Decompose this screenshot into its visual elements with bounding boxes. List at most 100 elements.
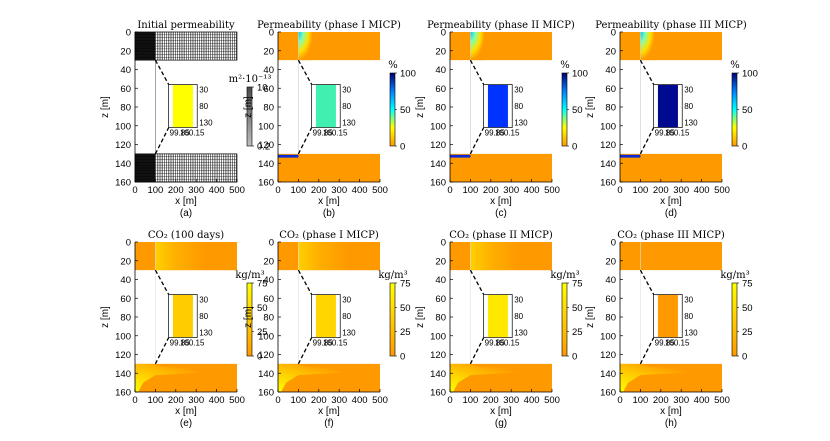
x-tick-label: 400 — [209, 185, 225, 196]
y-tick-label: 0 — [611, 28, 616, 39]
y-tick-label: 140 — [115, 159, 131, 170]
y-tick-label: 60 — [120, 84, 131, 95]
x-tick-label: 200 — [653, 395, 669, 406]
panel-caption: (e) — [180, 418, 192, 429]
micp-plume — [640, 32, 655, 61]
upper-aquifer — [450, 32, 552, 61]
inset-fill — [487, 85, 508, 128]
y-axis-label: z [m] — [100, 306, 111, 328]
y-tick-label: 20 — [263, 46, 274, 57]
x-tick-label: 100 — [462, 185, 478, 196]
x-tick-label: 400 — [209, 395, 225, 406]
y-tick-label: 140 — [115, 369, 131, 380]
colorbar-tick-label: 0 — [400, 142, 405, 153]
x-tick-label: 200 — [168, 185, 184, 196]
co2-plume-lower — [278, 363, 380, 392]
inset-z-tick: 30 — [684, 86, 693, 95]
inset-fill — [657, 85, 678, 128]
y-tick-label: 160 — [430, 388, 446, 399]
y-tick-label: 0 — [441, 238, 446, 249]
x-tick-label: 500 — [544, 395, 560, 406]
y-tick-label: 40 — [120, 275, 131, 286]
colorbar-tick-label: 25 — [572, 327, 583, 338]
zoom-connector-top — [297, 269, 313, 295]
y-tick-label: 140 — [258, 159, 274, 170]
inset-z-tick: 30 — [199, 296, 208, 305]
panel-caption: (f) — [324, 418, 333, 429]
permeability-field — [278, 32, 380, 182]
zoom-connector-top — [154, 269, 170, 295]
colorbar-tick-label: 10 — [257, 83, 268, 94]
colorbar-tick-label: 50 — [400, 303, 411, 314]
y-tick-label: 100 — [115, 331, 131, 342]
y-axis-label: z [m] — [243, 96, 254, 118]
y-tick-label: 80 — [435, 313, 446, 324]
micp-plume — [298, 32, 313, 61]
inset-fill — [315, 85, 336, 128]
y-tick-label: 100 — [430, 331, 446, 342]
y-tick-label: 0 — [441, 28, 446, 39]
x-tick-label: 500 — [229, 395, 245, 406]
inset-z-tick: 80 — [514, 102, 523, 111]
inset-x-tick: 99.85 — [655, 339, 676, 348]
y-tick-label: 0 — [611, 238, 616, 249]
y-tick-label: 40 — [435, 275, 446, 286]
x-tick-label: 100 — [147, 185, 163, 196]
inset-z-tick: 130 — [199, 329, 213, 338]
y-tick-label: 40 — [263, 275, 274, 286]
y-tick-label: 160 — [600, 178, 616, 189]
x-tick-label: 200 — [311, 185, 327, 196]
x-tick-label: 300 — [331, 395, 347, 406]
zoom-connector-top — [154, 59, 170, 85]
inset-x-tick: 99.85 — [313, 129, 334, 138]
y-tick-label: 120 — [115, 350, 131, 361]
x-tick-label: 500 — [372, 395, 388, 406]
upper-aquifer — [620, 242, 722, 271]
y-tick-label: 60 — [605, 294, 616, 305]
colorbar: 75 50 25 0 kg/m³ — [720, 270, 752, 363]
panel-title: CO₂ (100 days) — [148, 230, 224, 241]
y-tick-label: 60 — [435, 84, 446, 95]
colorbar-tick-label: 25 — [257, 327, 268, 338]
colorbar-bar — [246, 86, 253, 147]
colorbar-tick-label: 75 — [572, 279, 583, 290]
y-tick-label: 0 — [269, 28, 274, 39]
inset-x-tick: 100.15 — [180, 339, 205, 348]
y-tick-label: 120 — [115, 140, 131, 151]
colorbar-bar — [561, 282, 568, 357]
inset-x-tick: 100.15 — [180, 129, 205, 138]
x-tick-label: 400 — [352, 185, 368, 196]
inset-z-tick: 130 — [514, 329, 528, 338]
zoom-connector-bottom — [154, 337, 170, 365]
inset-z-tick: 130 — [199, 119, 213, 128]
y-axis-label: z [m] — [585, 306, 596, 328]
x-tick-label: 0 — [617, 185, 622, 196]
y-tick-label: 40 — [605, 275, 616, 286]
colorbar-tick-label: 100 — [742, 69, 758, 80]
inset-fill — [172, 295, 193, 338]
panel-caption: (a) — [180, 208, 192, 219]
inset-fill — [172, 85, 193, 128]
colorbar-tick-label: 0 — [257, 352, 262, 363]
y-tick-label: 140 — [600, 369, 616, 380]
inset-x-tick: 100.15 — [665, 129, 690, 138]
x-tick-label: 0 — [275, 185, 280, 196]
y-tick-label: 100 — [430, 121, 446, 132]
x-tick-label: 300 — [188, 185, 204, 196]
y-tick-label: 80 — [435, 103, 446, 114]
colorbar-unit: kg/m³ — [235, 270, 264, 281]
y-tick-label: 0 — [126, 238, 131, 249]
y-tick-label: 20 — [435, 256, 446, 267]
colorbar-unit: % — [560, 60, 570, 71]
y-tick-label: 80 — [605, 313, 616, 324]
colorbar-tick-label: 100 — [400, 69, 416, 80]
